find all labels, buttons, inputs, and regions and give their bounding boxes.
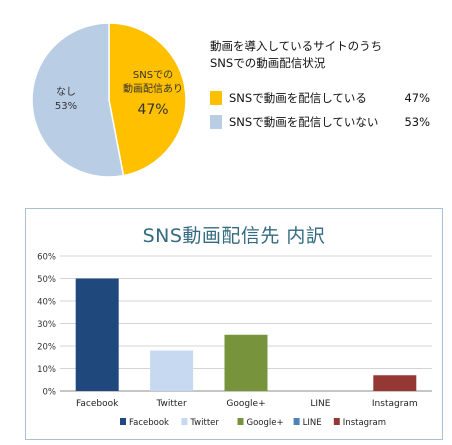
bar-chart: 0% 10% 20% 30% 40% 50% 60% Facebook Twitter Googl… (37, 253, 432, 428)
bar-legend-swatch (237, 418, 244, 425)
pie-title: 動画を導入しているサイトのうち SNSでの動画配信状況 (210, 38, 382, 72)
y-tick-label: 30% (37, 320, 56, 330)
pie-legend-label-no: SNSで動画を配信していない (229, 115, 379, 129)
x-tick-label: Twitter (156, 399, 187, 409)
y-tick-label: 60% (37, 253, 56, 263)
y-tick-label: 40% (37, 298, 56, 308)
y-tick-label: 10% (37, 365, 56, 375)
pie-slice-1 (31, 22, 125, 178)
bar-legend-swatch (293, 418, 300, 425)
pie-title-line2: SNSでの動画配信状況 (210, 56, 326, 70)
pie-legend-value-yes: 47% (404, 91, 430, 105)
pie-slice-0 (108, 22, 187, 177)
x-tick-label: Google+ (226, 399, 265, 409)
pie-legend-swatch-no (210, 115, 222, 129)
bar-google (224, 334, 268, 391)
bar-twitter (150, 350, 194, 391)
pie-slice-value-no: 53% (54, 101, 78, 112)
pie-legend-swatch-yes (210, 91, 222, 105)
pie-legend-value-no: 53% (404, 115, 430, 129)
pie-slice-label-yes-line2: 動画配信あり (123, 84, 183, 95)
x-tick-label: Instagram (372, 399, 418, 409)
pie-slice-value-yes: 47% (137, 102, 169, 118)
pie-legend-item-no: SNSで動画を配信していない 53% (210, 114, 430, 130)
pie-chart (31, 22, 187, 178)
y-tick-label: 0% (43, 388, 57, 398)
x-tick-label: Facebook (76, 399, 119, 409)
pie-slice-label-yes-line1: SNSでの (132, 70, 174, 81)
bar-instagram (373, 375, 417, 391)
bar-legend-swatch (181, 418, 188, 425)
bar-legend-swatch (120, 418, 126, 425)
bar-legend-label: Instagram (343, 418, 386, 428)
bar-chart-title: SNS動画配信先 内訳 (142, 225, 326, 247)
bar-legend-label: LINE (303, 418, 322, 428)
pie-legend-item-yes: SNSで動画を配信している 47% (210, 90, 430, 106)
pie-legend-label-yes: SNSで動画を配信している (229, 91, 367, 105)
pie-slice-label-no-line1: なし (56, 87, 76, 98)
bar-legend-label: Facebook (129, 418, 169, 428)
bar-legend-label: Google+ (247, 418, 284, 428)
pie-title-line1: 動画を導入しているサイトのうち (210, 39, 383, 53)
x-tick-label: LINE (310, 399, 330, 409)
pie-slice-label-yes: SNSでの 動画配信あり 47% (118, 69, 188, 119)
bar-legend-swatch (333, 418, 340, 425)
pie-slice-label-no: なし 53% (46, 86, 86, 114)
y-tick-label: 20% (37, 343, 56, 353)
bar-facebook (75, 278, 119, 391)
bar-legend-label: Twitter (189, 418, 219, 428)
bar-chart-frame: SNS動画配信先 内訳 0% 10% 20% 30% 40% 50% 60% Facebook… (25, 208, 443, 440)
y-tick-label: 50% (37, 275, 56, 285)
